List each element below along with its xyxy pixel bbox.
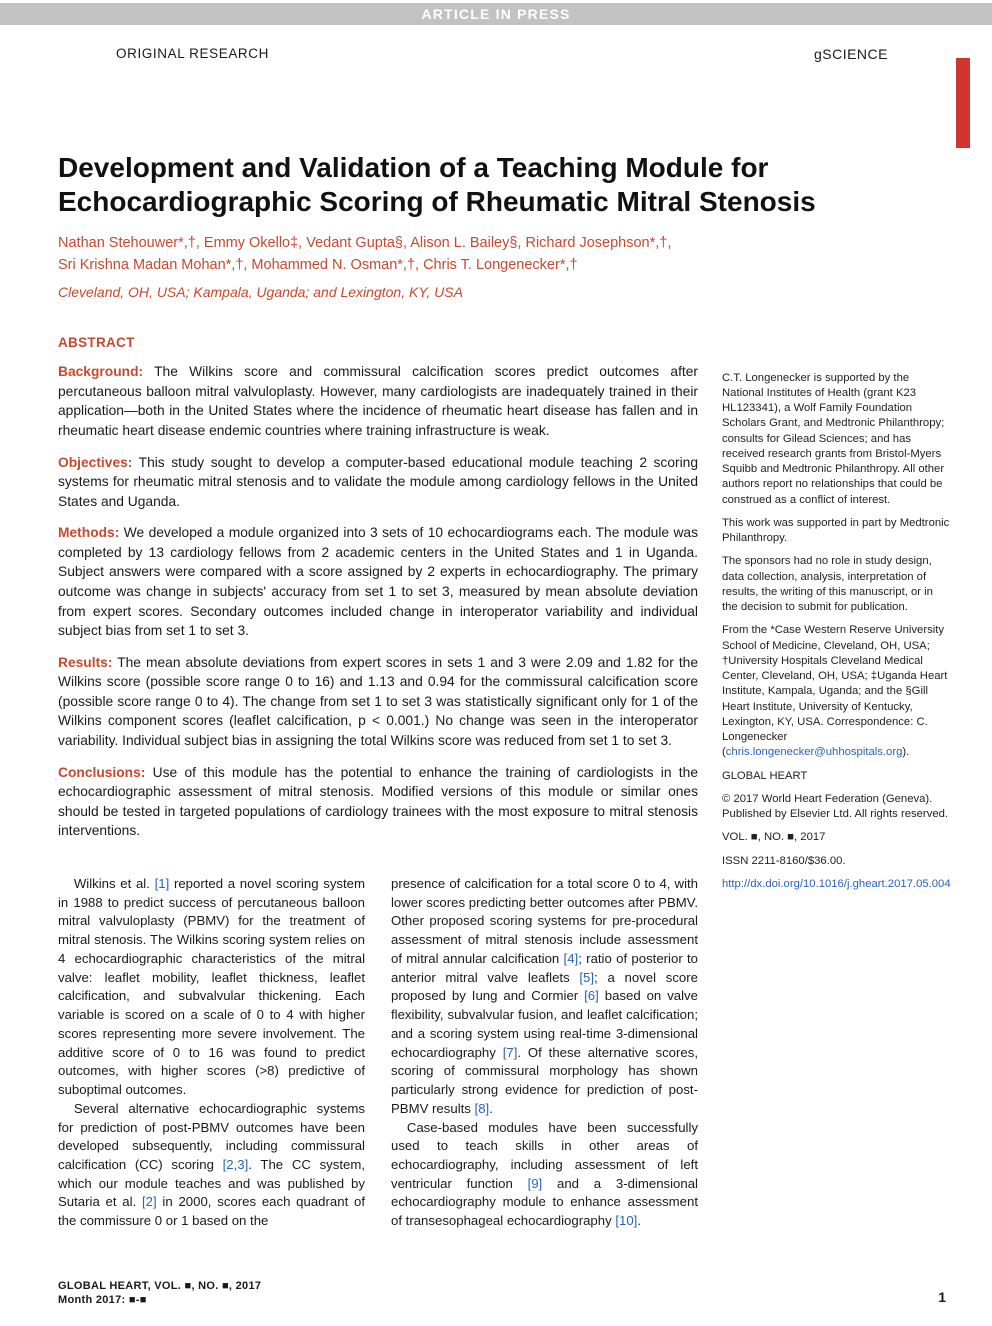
sidebar-doi: http://dx.doi.org/10.1016/j.gheart.2017.… <box>722 877 951 892</box>
ref-2[interactable]: [2] <box>142 1194 157 1209</box>
sidebar-journal-heading: GLOBAL HEART <box>722 769 951 784</box>
sidebar-support: This work was supported in part by Medtr… <box>722 516 951 547</box>
journal-brand: gSCIENCE <box>814 46 888 62</box>
body-column-1: Wilkins et al. [1] reported a novel scor… <box>58 875 365 1231</box>
page-number: 1 <box>938 1287 946 1307</box>
banner-bar-left <box>0 3 409 25</box>
article-type: ORIGINAL RESEARCH <box>116 44 269 64</box>
sidebar-from-close: ). <box>902 746 909 758</box>
body-p4: Case-based modules have been successfull… <box>391 1119 698 1231</box>
sidebar-copyright: © 2017 World Heart Federation (Geneva). … <box>722 792 951 823</box>
ref-8[interactable]: [8] <box>475 1101 490 1116</box>
ref-5[interactable]: [5] <box>579 970 594 985</box>
sidebar-coi: C.T. Longenecker is supported by the Nat… <box>722 371 951 508</box>
sidebar: C.T. Longenecker is supported by the Nat… <box>722 333 951 1231</box>
body-p1b: reported a novel scoring system in 1988 … <box>58 876 365 1097</box>
abstract-conclusions: Conclusions: Use of this module has the … <box>58 763 698 841</box>
body-p4c: . <box>637 1213 641 1228</box>
authors-line-2: Sri Krishna Madan Mohan*,†, Mohammed N. … <box>58 255 934 277</box>
doi-link[interactable]: http://dx.doi.org/10.1016/j.gheart.2017.… <box>722 878 951 890</box>
objectives-label: Objectives: <box>58 455 132 470</box>
banner-bar-right <box>583 3 992 25</box>
abstract-results: Results: The mean absolute deviations fr… <box>58 653 698 751</box>
sidebar-from: From the *Case Western Reserve Universit… <box>722 623 951 760</box>
body-p1: Wilkins et al. [1] reported a novel scor… <box>58 875 365 1100</box>
body-p1a: Wilkins et al. <box>74 876 155 891</box>
background-text: The Wilkins score and commissural calcif… <box>58 364 698 438</box>
ref-10[interactable]: [10] <box>615 1213 637 1228</box>
ref-1[interactable]: [1] <box>155 876 170 891</box>
sidebar-vol: VOL. ■, NO. ■, 2017 <box>722 830 951 845</box>
sidebar-issn: ISSN 2211-8160/$36.00. <box>722 854 951 869</box>
body-text-columns: Wilkins et al. [1] reported a novel scor… <box>58 875 698 1231</box>
results-text: The mean absolute deviations from expert… <box>58 655 698 748</box>
body-column-2: presence of calcification for a total sc… <box>391 875 698 1231</box>
journal-section: gSCIENCE <box>814 44 888 65</box>
footer-citation: GLOBAL HEART, VOL. ■, NO. ■, 2017 Month … <box>58 1279 261 1308</box>
main-column: ABSTRACT Background: The Wilkins score a… <box>58 333 698 1231</box>
ref-4[interactable]: [4] <box>564 951 579 966</box>
sidebar-role: The sponsors had no role in study design… <box>722 554 951 615</box>
background-label: Background: <box>58 364 143 379</box>
results-label: Results: <box>58 655 112 670</box>
abstract-background: Background: The Wilkins score and commis… <box>58 362 698 440</box>
ref-2-3[interactable]: [2,3] <box>223 1157 249 1172</box>
objectives-text: This study sought to develop a computer-… <box>58 455 698 509</box>
banner-text: ARTICLE IN PRESS <box>409 3 582 25</box>
affiliations: Cleveland, OH, USA; Kampala, Uganda; and… <box>58 282 934 302</box>
article-title: Development and Validation of a Teaching… <box>58 151 934 219</box>
footer-line1: GLOBAL HEART, VOL. ■, NO. ■, 2017 <box>58 1279 261 1293</box>
conclusions-label: Conclusions: <box>58 765 145 780</box>
body-p3f: . <box>489 1101 493 1116</box>
article-in-press-banner: ARTICLE IN PRESS <box>0 0 992 28</box>
body-p2: Several alternative echocardiographic sy… <box>58 1100 365 1231</box>
correspondence-email[interactable]: chris.longenecker@uhhospitals.org <box>726 746 903 758</box>
abstract-methods: Methods: We developed a module organized… <box>58 523 698 640</box>
abstract-heading: ABSTRACT <box>58 333 698 353</box>
authors-list: Nathan Stehouwer*,†, Emmy Okello‡, Vedan… <box>58 233 934 277</box>
authors-line-1: Nathan Stehouwer*,†, Emmy Okello‡, Vedan… <box>58 233 934 255</box>
section-tab-marker <box>956 58 970 148</box>
ref-9[interactable]: [9] <box>528 1176 543 1191</box>
page-header: ORIGINAL RESEARCH gSCIENCE <box>58 28 934 65</box>
sidebar-from-text: From the *Case Western Reserve Universit… <box>722 624 947 758</box>
page-footer: GLOBAL HEART, VOL. ■, NO. ■, 2017 Month … <box>0 1261 992 1326</box>
methods-label: Methods: <box>58 525 119 540</box>
body-p3: presence of calcification for a total sc… <box>391 875 698 1119</box>
methods-text: We developed a module organized into 3 s… <box>58 525 698 638</box>
abstract-objectives: Objectives: This study sought to develop… <box>58 453 698 512</box>
ref-7[interactable]: [7] <box>503 1045 518 1060</box>
ref-6[interactable]: [6] <box>584 988 599 1003</box>
footer-line2: Month 2017: ■-■ <box>58 1293 261 1307</box>
conclusions-text: Use of this module has the potential to … <box>58 765 698 839</box>
